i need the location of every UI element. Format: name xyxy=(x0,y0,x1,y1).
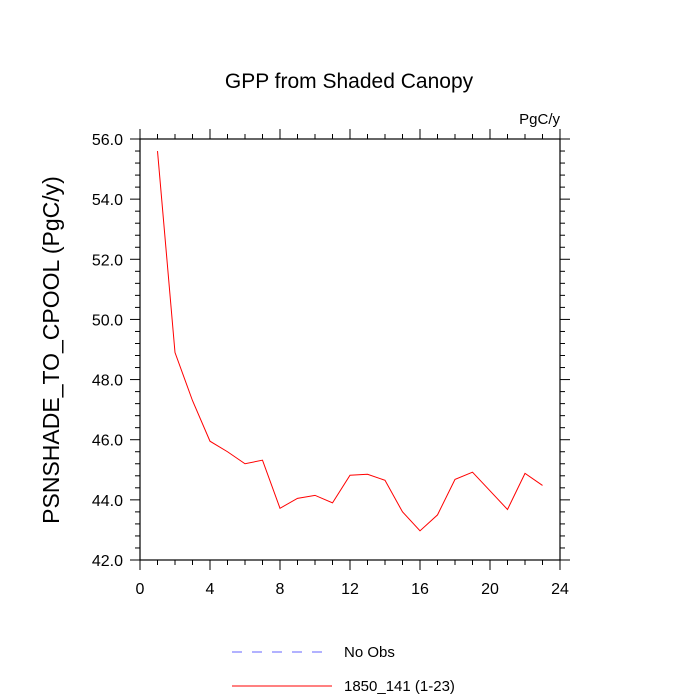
y-tick-label: 50.0 xyxy=(92,312,123,329)
y-tick-label: 48.0 xyxy=(92,373,123,390)
x-tick-label: 24 xyxy=(551,581,569,598)
x-tick-label: 8 xyxy=(276,581,285,598)
series-line-0 xyxy=(157,150,543,532)
y-tick-label: 46.0 xyxy=(92,433,123,450)
series-layer xyxy=(157,150,543,532)
legend-label: No Obs xyxy=(344,644,395,661)
legend-label: 1850_141 (1-23) xyxy=(344,678,455,695)
units-label: PgC/y xyxy=(519,111,560,128)
chart-title: GPP from Shaded Canopy xyxy=(225,70,474,93)
x-tick-label: 20 xyxy=(481,581,499,598)
x-tick-label: 12 xyxy=(341,581,359,598)
x-tick-label: 4 xyxy=(206,581,215,598)
x-tick-label: 0 xyxy=(136,581,145,598)
y-tick-label: 52.0 xyxy=(92,252,123,269)
plot-frame xyxy=(139,138,561,561)
legend: No Obs 1850_141 (1-23) xyxy=(232,644,455,695)
axes: 0 4 8 12 16 20 24 42.0 44.0 46.0 48.0 50.0 52.0 54.0 5… xyxy=(92,129,570,598)
y-tick-label: 42.0 xyxy=(92,553,123,570)
y-tick-label: 44.0 xyxy=(92,493,123,510)
y-axis-label: PSNSHADE_TO_CPOOL (PgC/y) xyxy=(38,176,64,524)
y-tick-label: 56.0 xyxy=(92,132,123,149)
x-tick-label: 16 xyxy=(411,581,429,598)
y-tick-label: 54.0 xyxy=(92,192,123,209)
